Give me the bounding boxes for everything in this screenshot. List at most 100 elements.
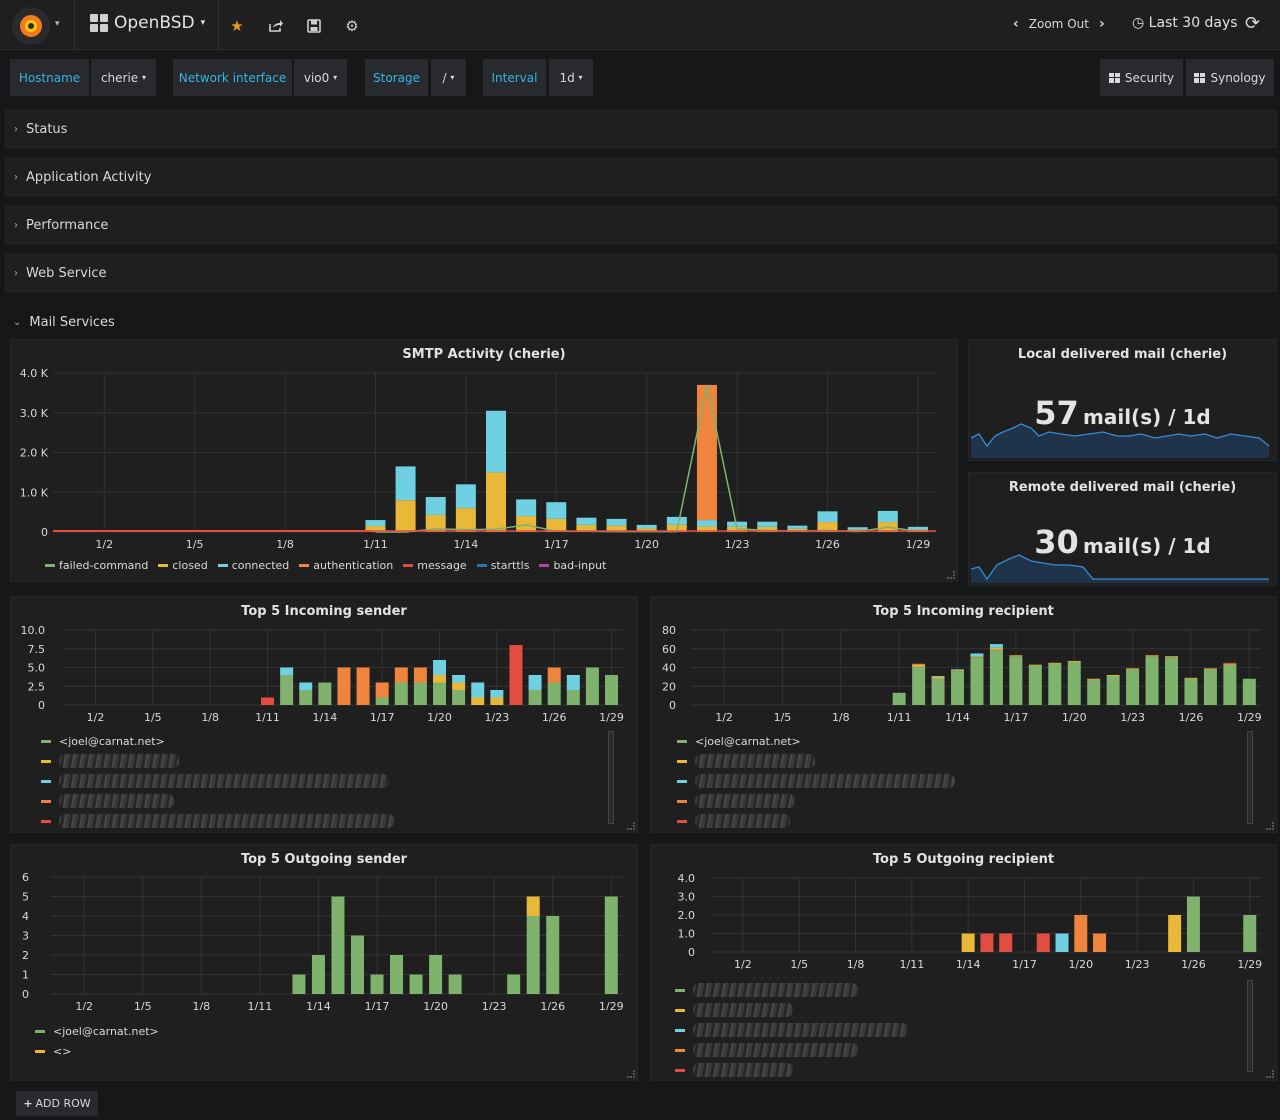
var-hostname-select[interactable]: cherie ▾ bbox=[91, 59, 156, 96]
y-tick-label: 2.5 bbox=[28, 680, 46, 693]
legend-item[interactable]: closed bbox=[158, 559, 208, 572]
panel-top5-outgoing-recipient[interactable]: Top 5 Outgoing recipient 4.0 3.0 2.0 1.0 0 1/… bbox=[650, 844, 1277, 1081]
legend-item[interactable]: connected bbox=[217, 559, 289, 572]
panel-remote-mail[interactable]: Remote delivered mail (cherie) 30 mail(s… bbox=[968, 472, 1277, 586]
legend-scrollbar[interactable] bbox=[608, 731, 614, 824]
grafana-logo-icon[interactable] bbox=[12, 7, 50, 45]
resize-handle[interactable] bbox=[947, 571, 955, 579]
x-tick-label: 1/14 bbox=[945, 711, 970, 724]
var-interval-select[interactable]: 1d ▾ bbox=[549, 59, 593, 96]
zoom-out-button[interactable]: Zoom Out bbox=[1028, 17, 1089, 31]
logo-caret-icon[interactable]: ▾ bbox=[55, 19, 60, 29]
legend-item[interactable]: <joel@carnat.net> bbox=[677, 731, 959, 751]
link-synology[interactable]: Synology bbox=[1186, 59, 1274, 96]
resize-handle[interactable] bbox=[1266, 822, 1274, 830]
legend-scrollbar[interactable] bbox=[1247, 980, 1253, 1072]
refresh-icon[interactable]: ⟳ bbox=[1245, 13, 1261, 34]
bar-segment bbox=[409, 974, 423, 994]
legend-swatch bbox=[41, 799, 51, 803]
add-row-button[interactable]: + ADD ROW bbox=[16, 1091, 98, 1116]
bar-segment bbox=[356, 667, 370, 705]
legend-item[interactable]: <joel@carnat.net> bbox=[35, 1021, 285, 1041]
time-back-icon[interactable]: ‹ bbox=[1013, 16, 1019, 32]
bar-segment bbox=[1165, 657, 1179, 705]
x-tick-label: 1/29 bbox=[599, 711, 624, 724]
panel-top5-incoming-recipient[interactable]: Top 5 Incoming recipient 80 60 40 20 0 1/2 1/5… bbox=[650, 596, 1277, 833]
smtp-chart: 4.0 K 3.0 K 2.0 K 1.0 K 0 1/2 1/5 1/8 1/11 1/14 1/… bbox=[20, 367, 936, 551]
x-tick-label: 1/14 bbox=[306, 1000, 331, 1010]
legend-item[interactable] bbox=[675, 1020, 920, 1040]
var-network-select[interactable]: vio0 ▾ bbox=[294, 59, 347, 96]
time-forward-icon[interactable]: › bbox=[1098, 16, 1105, 32]
share-icon[interactable] bbox=[264, 15, 286, 37]
legend-item[interactable] bbox=[41, 751, 411, 771]
x-tick-label: 1/29 bbox=[599, 1000, 624, 1010]
var-interval-value: 1d bbox=[559, 70, 575, 85]
row-performance[interactable]: › Performance bbox=[5, 206, 1277, 244]
legend-item[interactable]: authentication bbox=[299, 559, 393, 572]
row-mail-services[interactable]: ⌄ Mail Services bbox=[5, 309, 115, 335]
resize-handle[interactable] bbox=[627, 822, 635, 830]
star-icon[interactable]: ★ bbox=[230, 17, 244, 35]
legend-item[interactable] bbox=[675, 1000, 920, 1020]
x-tick-label: 1/26 bbox=[540, 1000, 565, 1010]
legend-item[interactable] bbox=[675, 1060, 920, 1080]
bar-segment bbox=[666, 516, 687, 525]
var-storage-value: / bbox=[442, 70, 447, 85]
legend-item[interactable] bbox=[677, 811, 959, 831]
bar-segment bbox=[350, 935, 364, 994]
x-tick-label: 1/8 bbox=[847, 958, 865, 971]
bar-segment bbox=[1203, 669, 1217, 705]
bar-segment bbox=[1009, 656, 1023, 705]
bar-segment bbox=[1186, 896, 1200, 952]
panel-top5-outgoing-sender[interactable]: Top 5 Outgoing sender 6 5 4 3 2 1 0 1/2 1/5 1/8 1/… bbox=[10, 844, 638, 1081]
legend-item[interactable] bbox=[41, 771, 411, 791]
stat-value: 30 mail(s) / 1d bbox=[969, 523, 1276, 561]
legend-swatch bbox=[675, 1008, 685, 1012]
x-tick-label: 1/11 bbox=[363, 538, 388, 551]
x-tick-label: 1/26 bbox=[1181, 958, 1206, 971]
panel-top5-incoming-sender[interactable]: Top 5 Incoming sender 10.0 7.5 5.0 2.5 0 1/2 1… bbox=[10, 596, 638, 833]
redacted-legend-label bbox=[693, 983, 858, 997]
panel-local-mail[interactable]: Local delivered mail (cherie) 57 mail(s)… bbox=[968, 339, 1277, 461]
bar-segment bbox=[604, 896, 618, 994]
bar-segment bbox=[585, 667, 599, 705]
legend-item[interactable] bbox=[41, 811, 411, 831]
legend-item[interactable]: <joel@carnat.net> bbox=[41, 731, 411, 751]
x-tick-label: 1/17 bbox=[370, 711, 395, 724]
legend-item[interactable]: message bbox=[403, 559, 467, 572]
legend-item[interactable] bbox=[675, 980, 920, 1000]
y-tick-label: 2.0 bbox=[678, 909, 696, 922]
legend-item[interactable]: bad-input bbox=[539, 559, 606, 572]
legend-item[interactable]: starttls bbox=[476, 559, 529, 572]
time-range-picker[interactable]: ◷ Last 30 days bbox=[1132, 15, 1238, 31]
legend-item[interactable]: <> bbox=[35, 1041, 285, 1061]
legend-item[interactable]: failed-command bbox=[45, 559, 148, 572]
panel-smtp-activity[interactable]: SMTP Activity (cherie) 4.0 K 3.0 K 2.0 K 1.… bbox=[10, 339, 958, 582]
row-application-activity[interactable]: › Application Activity bbox=[5, 158, 1277, 196]
save-icon[interactable] bbox=[303, 15, 325, 37]
resize-handle[interactable] bbox=[627, 1070, 635, 1078]
bar-segment bbox=[471, 697, 485, 705]
incoming-recipient-legend: <joel@carnat.net> bbox=[677, 731, 959, 831]
resize-handle[interactable] bbox=[1266, 1070, 1274, 1078]
legend-scrollbar[interactable] bbox=[1247, 731, 1253, 824]
legend-label: bad-input bbox=[553, 559, 607, 572]
dashboard-picker[interactable]: OpenBSD ▾ bbox=[90, 13, 205, 33]
bar-segment bbox=[912, 666, 926, 705]
redacted-legend-label bbox=[59, 754, 179, 768]
bar-segment bbox=[292, 974, 306, 994]
row-web-service[interactable]: › Web Service bbox=[5, 254, 1277, 292]
legend-item[interactable] bbox=[677, 751, 959, 771]
legend-item[interactable] bbox=[677, 771, 959, 791]
legend-item[interactable] bbox=[677, 791, 959, 811]
x-tick-label: 1/11 bbox=[255, 711, 280, 724]
bar-segment bbox=[1223, 663, 1237, 665]
row-status[interactable]: › Status bbox=[5, 110, 1277, 148]
legend-item[interactable] bbox=[675, 1040, 920, 1060]
var-storage-select[interactable]: / ▾ bbox=[431, 59, 466, 96]
legend-item[interactable] bbox=[41, 791, 411, 811]
bar-segment bbox=[1165, 656, 1179, 658]
settings-gear-icon[interactable]: ⚙ bbox=[345, 17, 359, 35]
link-security[interactable]: Security bbox=[1100, 59, 1183, 96]
